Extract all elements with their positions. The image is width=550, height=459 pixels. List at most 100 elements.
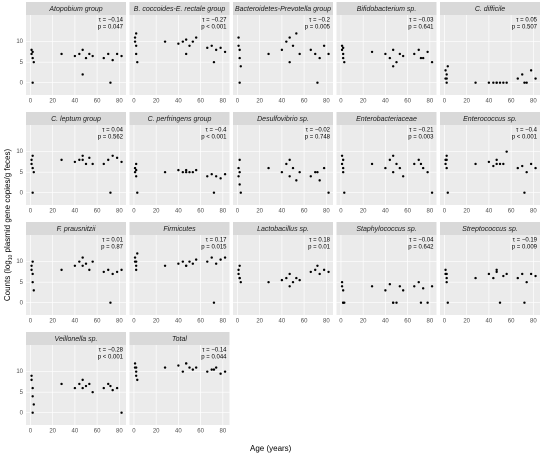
point	[60, 382, 63, 386]
point	[446, 301, 449, 304]
point	[401, 289, 405, 292]
panel-bg	[336, 235, 437, 315]
point	[194, 168, 198, 172]
point	[78, 158, 81, 162]
point	[285, 162, 288, 166]
point	[102, 386, 105, 390]
x-tick-label: 80	[219, 209, 226, 215]
strip	[129, 2, 230, 15]
point	[177, 364, 180, 367]
point	[212, 301, 216, 304]
point	[288, 60, 291, 64]
point	[60, 268, 63, 272]
panel-title: Atopobium group	[48, 6, 102, 13]
point	[291, 166, 295, 170]
point	[30, 374, 33, 377]
annotation: p = 0.642	[408, 245, 434, 251]
point	[314, 268, 317, 272]
point	[31, 411, 34, 414]
panel-bg	[26, 345, 126, 425]
point	[188, 260, 191, 263]
point	[194, 36, 198, 39]
point	[487, 272, 491, 276]
point	[214, 262, 218, 265]
point	[291, 44, 295, 47]
point	[134, 44, 138, 47]
point	[31, 154, 34, 157]
point	[210, 44, 213, 47]
point	[88, 156, 91, 160]
point	[288, 175, 291, 178]
y-label-sub: 10	[8, 254, 14, 260]
point	[219, 46, 222, 50]
point	[445, 158, 448, 162]
point	[136, 60, 139, 64]
x-tick-label: 60	[94, 319, 101, 325]
point	[163, 170, 167, 174]
strip	[440, 222, 540, 235]
point	[184, 264, 188, 267]
point	[492, 164, 495, 168]
x-tick-label: 80	[530, 99, 537, 105]
point	[30, 264, 33, 267]
x-tick-label: 40	[382, 319, 389, 325]
x-tick-label: 20	[49, 99, 56, 105]
point	[136, 252, 139, 255]
point	[388, 283, 392, 286]
point	[111, 388, 114, 392]
point	[391, 65, 395, 68]
x-tick-label: 60	[94, 429, 101, 435]
panel-title: C. leptum group	[51, 116, 101, 123]
annotation: p = 0.009	[512, 245, 538, 251]
point	[194, 258, 198, 261]
annotation: τ = −0.2	[309, 18, 331, 24]
x-tick-label: 20	[256, 319, 263, 325]
point	[285, 40, 288, 43]
point	[318, 56, 321, 60]
point	[474, 276, 477, 280]
strip	[233, 2, 333, 15]
x-tick-label: 60	[508, 209, 515, 215]
point	[73, 160, 77, 164]
point	[223, 256, 227, 259]
point	[341, 289, 345, 292]
point	[521, 73, 524, 76]
point	[391, 48, 395, 52]
panel-title: Total	[172, 336, 187, 343]
point	[341, 52, 345, 56]
panel-title: Streptococcus sp.	[462, 226, 518, 233]
point	[30, 158, 33, 162]
x-tick-label: 80	[116, 99, 123, 105]
point	[421, 56, 425, 60]
point	[115, 270, 119, 274]
point	[212, 60, 216, 64]
point	[341, 46, 345, 50]
point	[327, 52, 330, 56]
panel-title: Bacteroidetes-Prevotella group	[235, 6, 331, 13]
strip	[440, 112, 540, 125]
x-tick-label: 20	[360, 319, 367, 325]
point	[419, 301, 423, 304]
point	[102, 56, 105, 60]
point	[88, 382, 91, 386]
point	[238, 183, 241, 186]
point	[343, 60, 346, 64]
panel-bg	[336, 15, 437, 95]
point	[316, 81, 319, 84]
panel-bg	[129, 15, 230, 95]
x-tick-label: 80	[323, 99, 330, 105]
point	[73, 264, 77, 267]
y-tick-label: 10	[16, 259, 23, 265]
point	[505, 81, 508, 84]
point	[295, 32, 298, 35]
point	[288, 272, 291, 276]
point	[60, 158, 63, 162]
x-tick-label: 20	[153, 99, 160, 105]
point	[395, 301, 398, 304]
point	[84, 162, 88, 166]
point	[446, 191, 449, 194]
point	[341, 301, 345, 304]
point	[391, 301, 395, 304]
point	[111, 58, 114, 62]
